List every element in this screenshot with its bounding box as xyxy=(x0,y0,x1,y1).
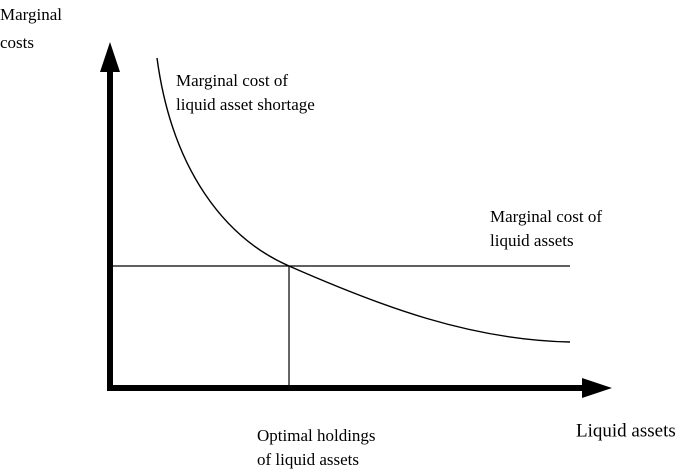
y-axis-label: costs xyxy=(0,33,34,52)
optimum-label: Optimal holdings xyxy=(257,426,376,445)
optimum-label: of liquid assets xyxy=(257,450,359,469)
y-axis-label: Marginal xyxy=(0,5,62,24)
curve-label: Marginal cost of xyxy=(176,71,288,90)
curve-label: liquid assets xyxy=(490,231,574,250)
x-axis-label: Liquid assets xyxy=(576,420,676,441)
curve-label: liquid asset shortage xyxy=(176,95,315,114)
shortage-curve xyxy=(156,57,571,343)
y-axis-arrow xyxy=(100,42,120,72)
curve-label: Marginal cost of xyxy=(490,207,602,226)
x-axis-arrow xyxy=(582,378,612,398)
